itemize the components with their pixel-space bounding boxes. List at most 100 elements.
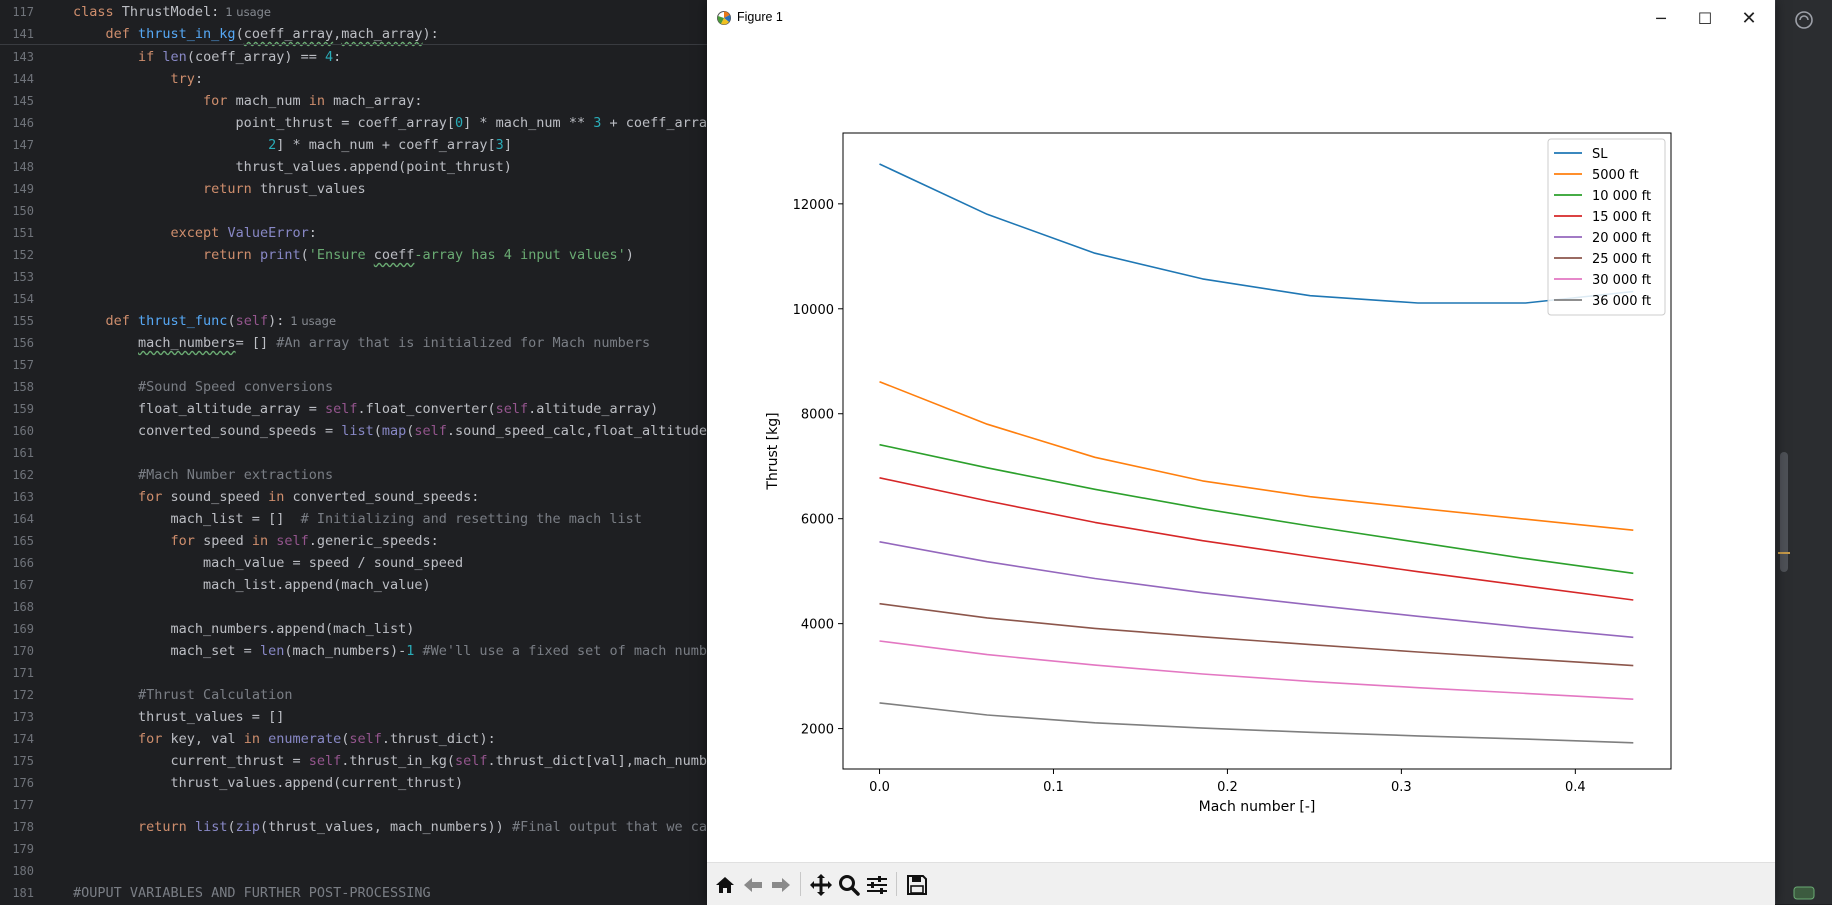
code-token: mach_array: — [333, 93, 423, 109]
line-number: 150 — [12, 204, 34, 218]
plot-canvas[interactable]: 0.0 0.1 0.2 0.3 0.4 2000 4000 6000 8000 10000 1200… — [707, 36, 1775, 862]
code-line[interactable]: converted_sound_speeds = list(map(self.s… — [73, 420, 723, 442]
line-number: 143 — [12, 50, 34, 64]
editor-scrollbar-thumb[interactable] — [1780, 452, 1788, 572]
code-token: coeff_array — [243, 26, 334, 42]
code-line[interactable]: 2] * mach_num + coeff_array[3] — [73, 134, 512, 156]
line-number: 152 — [12, 248, 34, 262]
code-line[interactable]: def thrust_func(self): 1 usage — [73, 310, 337, 332]
code-line[interactable]: float_altitude_array = self.float_conver… — [73, 398, 658, 420]
save-icon[interactable] — [905, 873, 929, 897]
close-button[interactable]: ✕ — [1741, 7, 1757, 29]
code-token: for — [138, 489, 171, 505]
line-number: 176 — [12, 776, 34, 790]
legend-entry: 10 000 ft — [1592, 189, 1651, 204]
line-number: 155 — [12, 314, 34, 328]
code-token: ( — [227, 313, 236, 329]
code-token: ( — [300, 247, 309, 263]
code-token: in — [268, 489, 293, 505]
code-token: current_thrust = — [73, 753, 309, 769]
code-line[interactable]: #Mach Number extractions — [73, 464, 333, 486]
code-token: 3 — [593, 115, 602, 131]
code-line[interactable]: current_thrust = self.thrust_in_kg(self.… — [73, 750, 724, 772]
usage-hint[interactable]: 1 usage — [225, 5, 272, 19]
line-number: 162 — [12, 468, 34, 482]
code-token — [73, 467, 138, 483]
code-line[interactable]: mach_list.append(mach_value) — [73, 574, 431, 596]
notification-icon[interactable] — [1793, 886, 1815, 900]
figure-titlebar[interactable]: Figure 1 ─ ☐ ✕ — [707, 0, 1775, 36]
zoom-icon[interactable] — [837, 873, 861, 897]
maximize-button[interactable]: ☐ — [1697, 8, 1713, 28]
code-token: in — [251, 533, 277, 549]
code-line[interactable]: for speed in self.generic_speeds: — [73, 530, 439, 552]
forward-icon[interactable] — [769, 873, 793, 897]
code-token: ThrustModel: — [121, 4, 220, 20]
back-icon[interactable] — [741, 873, 765, 897]
code-token: coeff — [373, 247, 415, 263]
code-line[interactable]: mach_numbers= [] #An array that is initi… — [73, 332, 650, 354]
code-line[interactable]: mach_list = [] # Initializing and resett… — [73, 508, 642, 530]
line-number: 181 — [12, 886, 34, 900]
code-token: 4 — [324, 49, 334, 65]
code-token — [73, 181, 203, 197]
code-line[interactable]: #Sound Speed conversions — [73, 376, 333, 398]
line-number: 145 — [12, 94, 34, 108]
code-token: #An array that is initialized for Mach n… — [276, 335, 651, 351]
line-number: 180 — [12, 864, 34, 878]
code-token: thrust_in_kg — [138, 26, 236, 42]
code-token: #Mach Number extractions — [138, 467, 334, 483]
line-number: 166 — [12, 556, 34, 570]
code-line[interactable]: if len(coeff_array) == 4: — [73, 46, 341, 68]
code-line[interactable]: return thrust_values — [73, 178, 366, 200]
code-line[interactable]: class ThrustModel: 1 usage — [73, 1, 271, 23]
code-token: = [] — [235, 335, 277, 351]
minimize-button[interactable]: ─ — [1656, 8, 1666, 28]
code-token: .float_converter( — [357, 401, 496, 417]
code-token: #OUPUT VARIABLES AND FURTHER POST-PROCES… — [73, 885, 431, 901]
code-line[interactable]: for mach_num in mach_array: — [73, 90, 423, 112]
code-line[interactable]: return list(zip(thrust_values, mach_numb… — [73, 816, 723, 838]
code-line[interactable]: try: — [73, 68, 204, 90]
code-line[interactable]: mach_numbers.append(mach_list) — [73, 618, 415, 640]
code-line[interactable]: mach_set = len(mach_numbers)-1 #We'll us… — [73, 640, 724, 662]
code-token: mach_numbers.append(mach_list) — [73, 621, 415, 637]
code-line[interactable]: for key, val in enumerate(self.thrust_di… — [73, 728, 496, 750]
code-line[interactable]: return print('Ensure coeff-array has 4 i… — [73, 244, 634, 266]
code-token: self — [414, 423, 447, 439]
code-line[interactable]: point_thrust = coeff_array[0] * mach_num… — [73, 112, 724, 134]
code-token: ] * mach_num + coeff_array[ — [276, 137, 496, 153]
code-token: def — [105, 26, 139, 42]
code-line[interactable]: thrust_values.append(point_thrust) — [73, 156, 512, 178]
figure-window[interactable]: Figure 1 ─ ☐ ✕ 0.0 0.1 0.2 0.3 0.4 2000 4000 60… — [707, 0, 1775, 905]
code-token: for — [170, 533, 204, 549]
pan-icon[interactable] — [809, 873, 833, 897]
x-axis-label: Mach number [-] — [1199, 799, 1316, 815]
code-token — [73, 26, 106, 42]
code-line[interactable]: def thrust_in_kg(coeff_array,mach_array)… — [73, 23, 439, 45]
code-token: # Initializing and resetting the mach li… — [300, 511, 642, 527]
code-line[interactable]: #Thrust Calculation — [73, 684, 292, 706]
code-line[interactable]: #OUPUT VARIABLES AND FURTHER POST-PROCES… — [73, 882, 431, 904]
code-token: self — [235, 313, 269, 329]
ai-assistant-icon[interactable] — [1793, 9, 1815, 31]
line-number: 148 — [12, 160, 34, 174]
line-number: 156 — [12, 336, 34, 350]
code-line[interactable]: thrust_values = [] — [73, 706, 284, 728]
home-icon[interactable] — [713, 873, 737, 897]
line-number: 164 — [12, 512, 34, 526]
configure-icon[interactable] — [865, 873, 889, 897]
code-token: : — [333, 49, 342, 65]
code-token: print — [259, 247, 301, 263]
usage-hint[interactable]: 1 usage — [290, 314, 337, 328]
line-number: 157 — [12, 358, 34, 372]
code-line[interactable]: mach_value = speed / sound_speed — [73, 552, 463, 574]
code-line[interactable]: for sound_speed in converted_sound_speed… — [73, 486, 479, 508]
code-token: #Sound Speed conversions — [138, 379, 334, 395]
series-line-3 — [879, 477, 1634, 601]
x-tick-label: 0.2 — [1217, 780, 1238, 795]
code-line[interactable]: thrust_values.append(current_thrust) — [73, 772, 464, 794]
code-token: ): — [422, 26, 439, 42]
code-line[interactable]: except ValueError: — [73, 222, 317, 244]
code-token — [73, 489, 138, 505]
